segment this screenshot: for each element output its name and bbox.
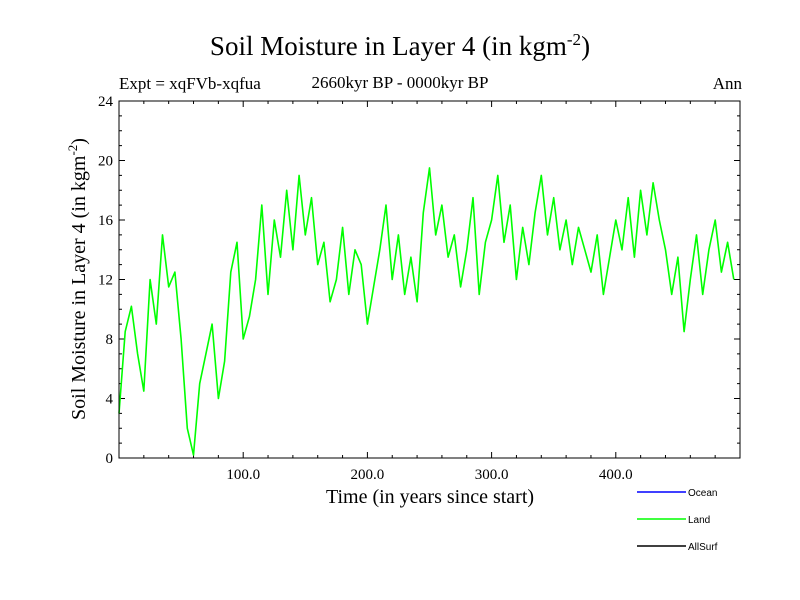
series-line-land: [118, 167, 735, 456]
y-tick-label: 0: [106, 451, 114, 467]
x-axis-label: Time (in years since start): [325, 486, 535, 508]
x-tick-label: 100.0: [226, 467, 260, 483]
chart-title: Soil Moisture in Layer 4 (in kgm-2): [209, 30, 591, 61]
x-tick-label: 400.0: [599, 467, 633, 483]
y-tick-label: 12: [98, 273, 113, 289]
y-tick-label: 8: [106, 332, 114, 348]
y-tick-label: 16: [98, 213, 114, 229]
x-tick-label: 300.0: [475, 467, 509, 483]
season-label: Ann: [712, 74, 742, 93]
y-tick-label: 4: [106, 392, 114, 408]
legend-label-ocean: Ocean: [688, 488, 717, 499]
x-tick-label: 200.0: [351, 467, 385, 483]
experiment-label: Expt = xqFVb-xqfua: [119, 74, 261, 93]
plot-frame: [118, 100, 741, 459]
y-tick-label: 20: [98, 154, 113, 170]
legend-label-allsurf: AllSurf: [688, 542, 718, 553]
y-tick-label: 24: [98, 94, 114, 110]
chart-subtitle: 2660kyr BP - 0000kyr BP: [311, 73, 489, 92]
legend-label-land: Land: [688, 515, 710, 526]
